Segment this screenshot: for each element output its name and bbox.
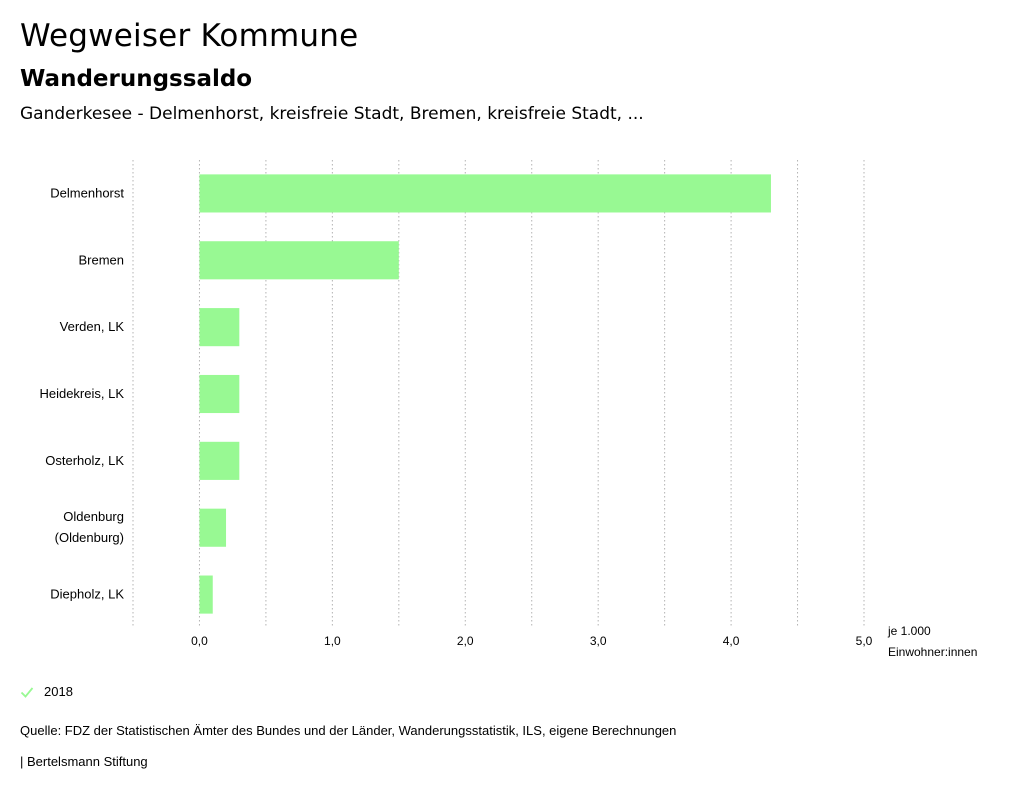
tick-label: 4,0	[723, 634, 740, 648]
tick-label: 3,0	[590, 634, 607, 648]
bar[interactable]	[199, 241, 399, 280]
legend-label: 2018	[44, 684, 73, 699]
bar[interactable]	[199, 441, 240, 480]
bar[interactable]	[199, 174, 771, 213]
tick-label: 5,0	[856, 634, 873, 648]
tick-label: 0,0	[191, 634, 208, 648]
unit-label-line: Einwohner:innen	[888, 645, 977, 659]
page-title: Wegweiser Kommune	[20, 18, 359, 54]
category-label: Oldenburg (Oldenburg)	[55, 509, 124, 545]
category-label: Heidekreis, LK	[39, 386, 124, 401]
category-label: Delmenhorst	[50, 185, 124, 200]
bar[interactable]	[199, 374, 240, 414]
bar[interactable]	[199, 575, 213, 614]
bars	[199, 174, 771, 614]
category-label: Diepholz, LK	[50, 587, 124, 602]
category-labels: Delmenhorst Bremen Verden, LK Heidekreis, L…	[39, 185, 124, 601]
source-text: Quelle: FDZ der Statistischen Ämter des …	[20, 723, 677, 738]
legend[interactable]: 2018	[20, 684, 73, 699]
check-icon[interactable]	[20, 685, 34, 699]
tick-label: 2,0	[457, 634, 474, 648]
tick-labels: 0,0 1,0 2,0 3,0 4,0 5,0	[191, 634, 873, 648]
bar[interactable]	[199, 308, 240, 347]
category-label: Verden, LK	[60, 319, 125, 334]
tick-label: 1,0	[324, 634, 341, 648]
footer-text: | Bertelsmann Stiftung	[20, 754, 148, 769]
unit-label-line: je 1.000	[887, 624, 931, 638]
bar-chart: Delmenhorst Bremen Verden, LK Heidekreis, L…	[39, 160, 977, 659]
region-heading: Ganderkesee - Delmenhorst, kreisfreie St…	[20, 104, 644, 124]
page-subtitle: Wanderungssaldo	[20, 66, 253, 92]
category-label: Osterholz, LK	[45, 453, 124, 468]
category-label: Bremen	[78, 252, 124, 267]
bar[interactable]	[199, 508, 227, 547]
unit-label: je 1.000 Einwohner:innen	[887, 624, 977, 659]
grid-lines	[132, 160, 865, 628]
